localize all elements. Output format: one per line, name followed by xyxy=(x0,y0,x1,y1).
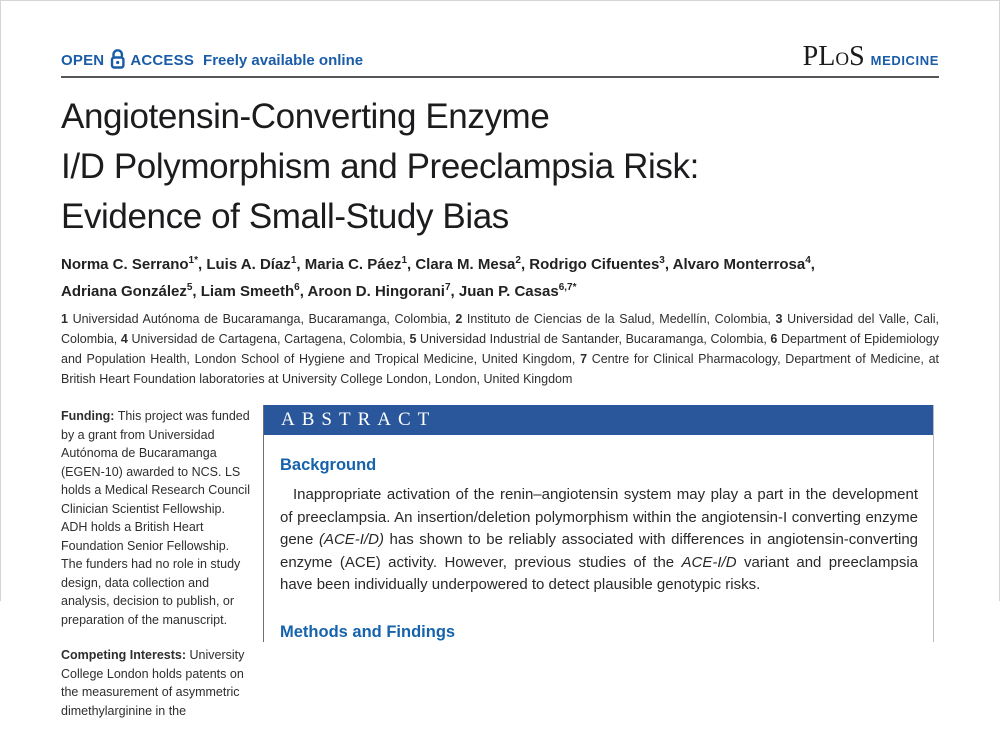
title-line-2: I/D Polymorphism and Preeclampsia Risk: xyxy=(61,147,699,186)
affiliations: 1 Universidad Autónoma de Bucaramanga, B… xyxy=(61,312,940,386)
body-columns: Funding: This project was funded by a gr… xyxy=(61,405,939,737)
abstract-box: ABSTRACT Background Inappropriate activa… xyxy=(263,405,934,642)
author: Adriana González5, xyxy=(61,282,201,301)
background-heading: Background xyxy=(280,456,377,474)
article-page: OPEN ACCESS Freely available online PL O… xyxy=(0,0,1000,718)
background-paragraph: Inappropriate activation of the renin–an… xyxy=(280,486,919,593)
author: Clara M. Mesa2, xyxy=(415,255,530,274)
margin-notes-sidebar: Funding: This project was funded by a gr… xyxy=(61,405,251,737)
open-access-access-label: ACCESS xyxy=(130,52,195,69)
author: Rodrigo Cifuentes3, xyxy=(529,255,673,274)
competing-interests-label: Competing Interests: xyxy=(61,648,187,662)
open-lock-icon xyxy=(109,48,126,73)
competing-interests-note: Competing Interests: University College … xyxy=(61,648,245,718)
journal-name: MEDICINE xyxy=(870,53,939,68)
plos-medicine-logo: PL O S MEDICINE xyxy=(803,41,939,73)
plos-logo-pl: PL xyxy=(802,41,836,72)
author-list: Norma C. Serrano1*, Luis A. Díaz1, Maria… xyxy=(61,251,939,305)
abstract-body: Background Inappropriate activation of t… xyxy=(264,456,933,642)
open-access-open-label: OPEN xyxy=(61,52,105,69)
author: Aroon D. Hingorani7, xyxy=(307,282,459,301)
title-line-1: Angiotensin-Converting Enzyme xyxy=(61,97,550,136)
abstract-banner: ABSTRACT xyxy=(264,405,933,435)
plos-logo-s: S xyxy=(849,41,865,72)
journal-header: OPEN ACCESS Freely available online PL O… xyxy=(61,1,939,78)
article-title: Angiotensin-Converting Enzyme I/D Polymo… xyxy=(61,92,939,242)
gene-name-italic: ACE-I/D xyxy=(681,553,737,571)
author: Alvaro Monterrosa4, xyxy=(672,255,815,274)
author: Juan P. Casas6,7* xyxy=(458,282,577,301)
author: Norma C. Serrano1*, xyxy=(61,255,207,274)
author: Liam Smeeth6, xyxy=(200,282,308,301)
gene-name-italic: (ACE-I/D) xyxy=(318,531,384,548)
author: Luis A. Díaz1, xyxy=(206,255,305,274)
methods-findings-heading: Methods and Findings xyxy=(280,622,456,641)
funding-note: Funding: This project was funded by a gr… xyxy=(61,409,250,627)
freely-available-label: Freely available online xyxy=(203,52,364,69)
author: Maria C. Páez1, xyxy=(304,255,416,274)
author-line-1: Norma C. Serrano1*, Luis A. Díaz1, Maria… xyxy=(61,251,939,278)
author-line-2: Adriana González5, Liam Smeeth6, Aroon D… xyxy=(61,278,939,305)
open-access-banner: OPEN ACCESS Freely available online xyxy=(61,48,363,73)
title-line-3: Evidence of Small-Study Bias xyxy=(61,197,509,236)
plos-logo-o: O xyxy=(835,49,850,70)
funding-label: Funding: xyxy=(61,409,115,423)
